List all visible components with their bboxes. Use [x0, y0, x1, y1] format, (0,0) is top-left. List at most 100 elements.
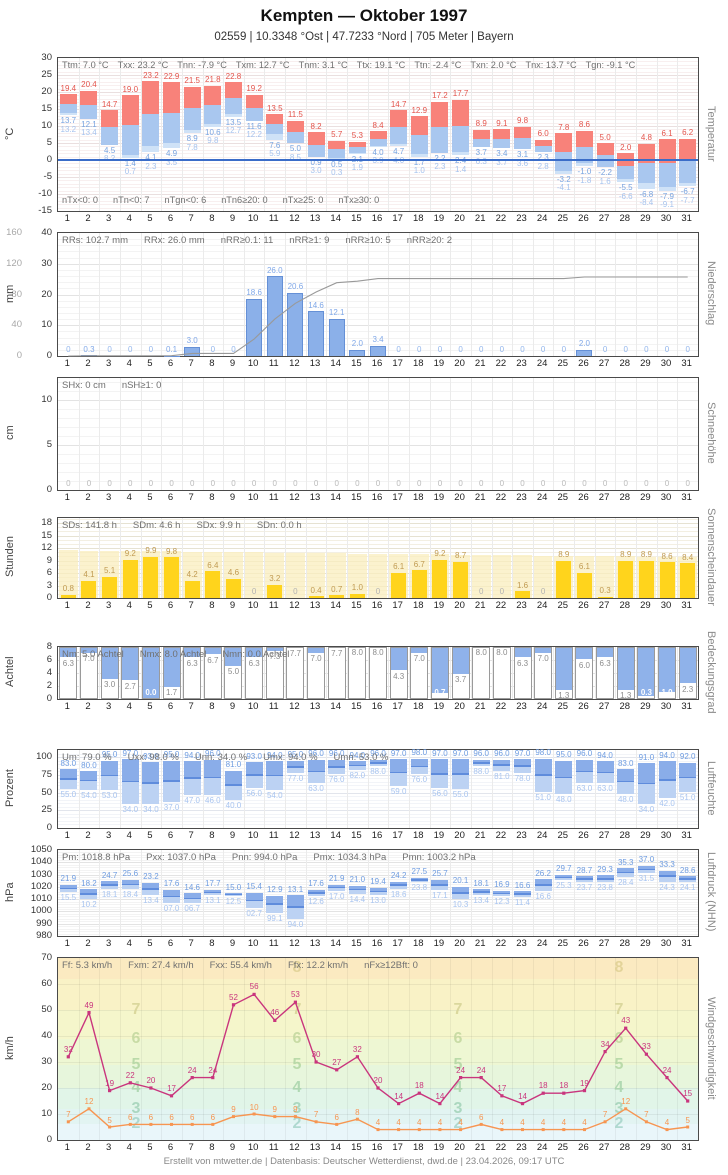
x-tick-label: 29: [640, 1142, 651, 1153]
temp-label-max: 22.9: [163, 71, 180, 81]
gridline-day: [574, 58, 576, 211]
gridline-day: [181, 958, 183, 1140]
x-tick-label: 5: [147, 1142, 153, 1153]
cloud-bar-clear: [60, 648, 77, 658]
x-tick-label: 27: [598, 701, 610, 712]
beaufort-number: 6: [614, 1029, 624, 1047]
temp-label-min: 0.9: [310, 157, 322, 167]
rain-bar: [308, 311, 325, 356]
press-bar-upper: [617, 868, 635, 873]
x-tick-label: 13: [309, 358, 321, 369]
press-label-max: 18.2: [81, 878, 97, 888]
x-tick-label: 10: [247, 1142, 259, 1153]
press-bar-upper: [679, 876, 697, 880]
x-tick-label: 21: [474, 358, 486, 369]
y-tick-label: 12: [41, 542, 52, 553]
hum-label-min: 56.0: [246, 789, 262, 799]
gridline-day: [347, 850, 349, 936]
temp-bar-max: [183, 86, 201, 109]
hum-mean-line: [617, 780, 635, 783]
x-tick-label: 8: [209, 1142, 215, 1153]
x-tick-label: 29: [640, 492, 651, 503]
gridline-day: [140, 58, 142, 211]
gridline-day: [388, 850, 390, 936]
gridline-day: [429, 850, 431, 936]
temp-bar-min: [266, 124, 284, 135]
stat-item: nTx≥30: 0: [338, 195, 380, 205]
gridline-day: [347, 750, 349, 828]
x-tick-label: 2: [85, 938, 91, 949]
gridline-minor: [58, 531, 698, 533]
hum-label-max: 96.0: [473, 749, 489, 759]
press-label-max: 29.3: [597, 864, 613, 874]
gridline-major: [58, 1062, 698, 1063]
gridline-major: [58, 126, 698, 127]
x-tick-label: 19: [433, 1142, 445, 1153]
gridline-minor: [58, 95, 698, 97]
press-bar-upper: [121, 879, 139, 885]
cloud-label: 6.3: [186, 658, 198, 668]
cloud-bar-clear: [204, 648, 221, 655]
gridline-day: [264, 518, 266, 598]
hum-mean-line: [80, 779, 98, 782]
x-tick-label: 29: [640, 600, 651, 611]
gridline-minor: [58, 408, 698, 410]
press-bar-upper: [493, 890, 511, 894]
gridline-day: [532, 518, 534, 598]
gridline-day: [388, 647, 390, 699]
temp-label-min: 4.0: [372, 147, 384, 157]
rain-stats: RRs: 102.7 mm RRx: 26.0 mm nRR≥0.1: 11 nRR≥…: [62, 235, 452, 246]
temp-label-ground: 9.8: [207, 136, 219, 146]
cloud-bar-frame: [369, 647, 387, 699]
x-tick-label: 15: [351, 830, 362, 841]
press-label-max: 35.3: [617, 857, 634, 867]
cloud-label: 7.0: [310, 654, 322, 663]
gridline-day: [264, 647, 266, 699]
wind-mean-label: 7: [644, 1110, 649, 1120]
sun-bar: [205, 571, 221, 598]
x-tick-label: 26: [578, 701, 589, 712]
cloud-bar-clear: [535, 648, 552, 653]
hum-label-min: 54.0: [81, 790, 97, 800]
hum-label-min: 88.0: [473, 766, 489, 776]
press-label-max: 18.1: [473, 878, 489, 888]
hum-mean-line: [410, 765, 428, 768]
hum-label-max: 95.0: [287, 750, 304, 760]
hum-label-max: 95.0: [163, 750, 180, 760]
x-tick-label: 4: [126, 600, 132, 611]
gridline-day: [78, 958, 80, 1140]
temp-bar-max: [452, 99, 470, 126]
temp-bar-min: [307, 144, 325, 157]
x-tick-label: 10: [247, 701, 259, 712]
press-mean-line: [637, 868, 655, 871]
gridline-day: [285, 233, 287, 356]
cloud-label: 6.7: [207, 655, 219, 665]
temp-bar-max: [472, 129, 490, 139]
x-tick-label: 18: [412, 701, 424, 712]
gridline-minor: [58, 153, 698, 155]
gridline-day: [99, 958, 101, 1140]
gridline-day: [264, 378, 266, 490]
stat-item: nRR≥1: 9: [289, 235, 330, 246]
temp-label-min: 2.3: [537, 153, 549, 163]
temp-label-max: 8.6: [578, 120, 590, 130]
x-tick-label: 3: [105, 600, 112, 611]
rain-label-zero: 0: [478, 344, 484, 354]
gridline-day: [223, 850, 225, 936]
x-tick-label: 23: [516, 358, 527, 369]
right-label-sonnenscheindauer: Sonnenscheindauer: [705, 508, 717, 606]
temp-label-min: 3.7: [475, 148, 487, 158]
x-tick-label: 4: [126, 938, 132, 949]
x-tick-label: 20: [454, 938, 465, 949]
temp-bar-min: [286, 131, 304, 143]
press-label-min: 11.4: [515, 898, 530, 908]
temp-label-max: 21.8: [205, 75, 221, 85]
stat-item: nTn<0: 7: [113, 195, 150, 205]
x-tick-label: 22: [495, 213, 507, 224]
hum-label-max: 97.0: [122, 748, 139, 758]
x-tick-label: 17: [392, 358, 403, 369]
gridline-minor: [58, 904, 698, 906]
rain-label: 18.6: [246, 288, 262, 298]
rain-label: 3.0: [186, 336, 198, 346]
hum-label-min: 82.0: [349, 770, 366, 780]
